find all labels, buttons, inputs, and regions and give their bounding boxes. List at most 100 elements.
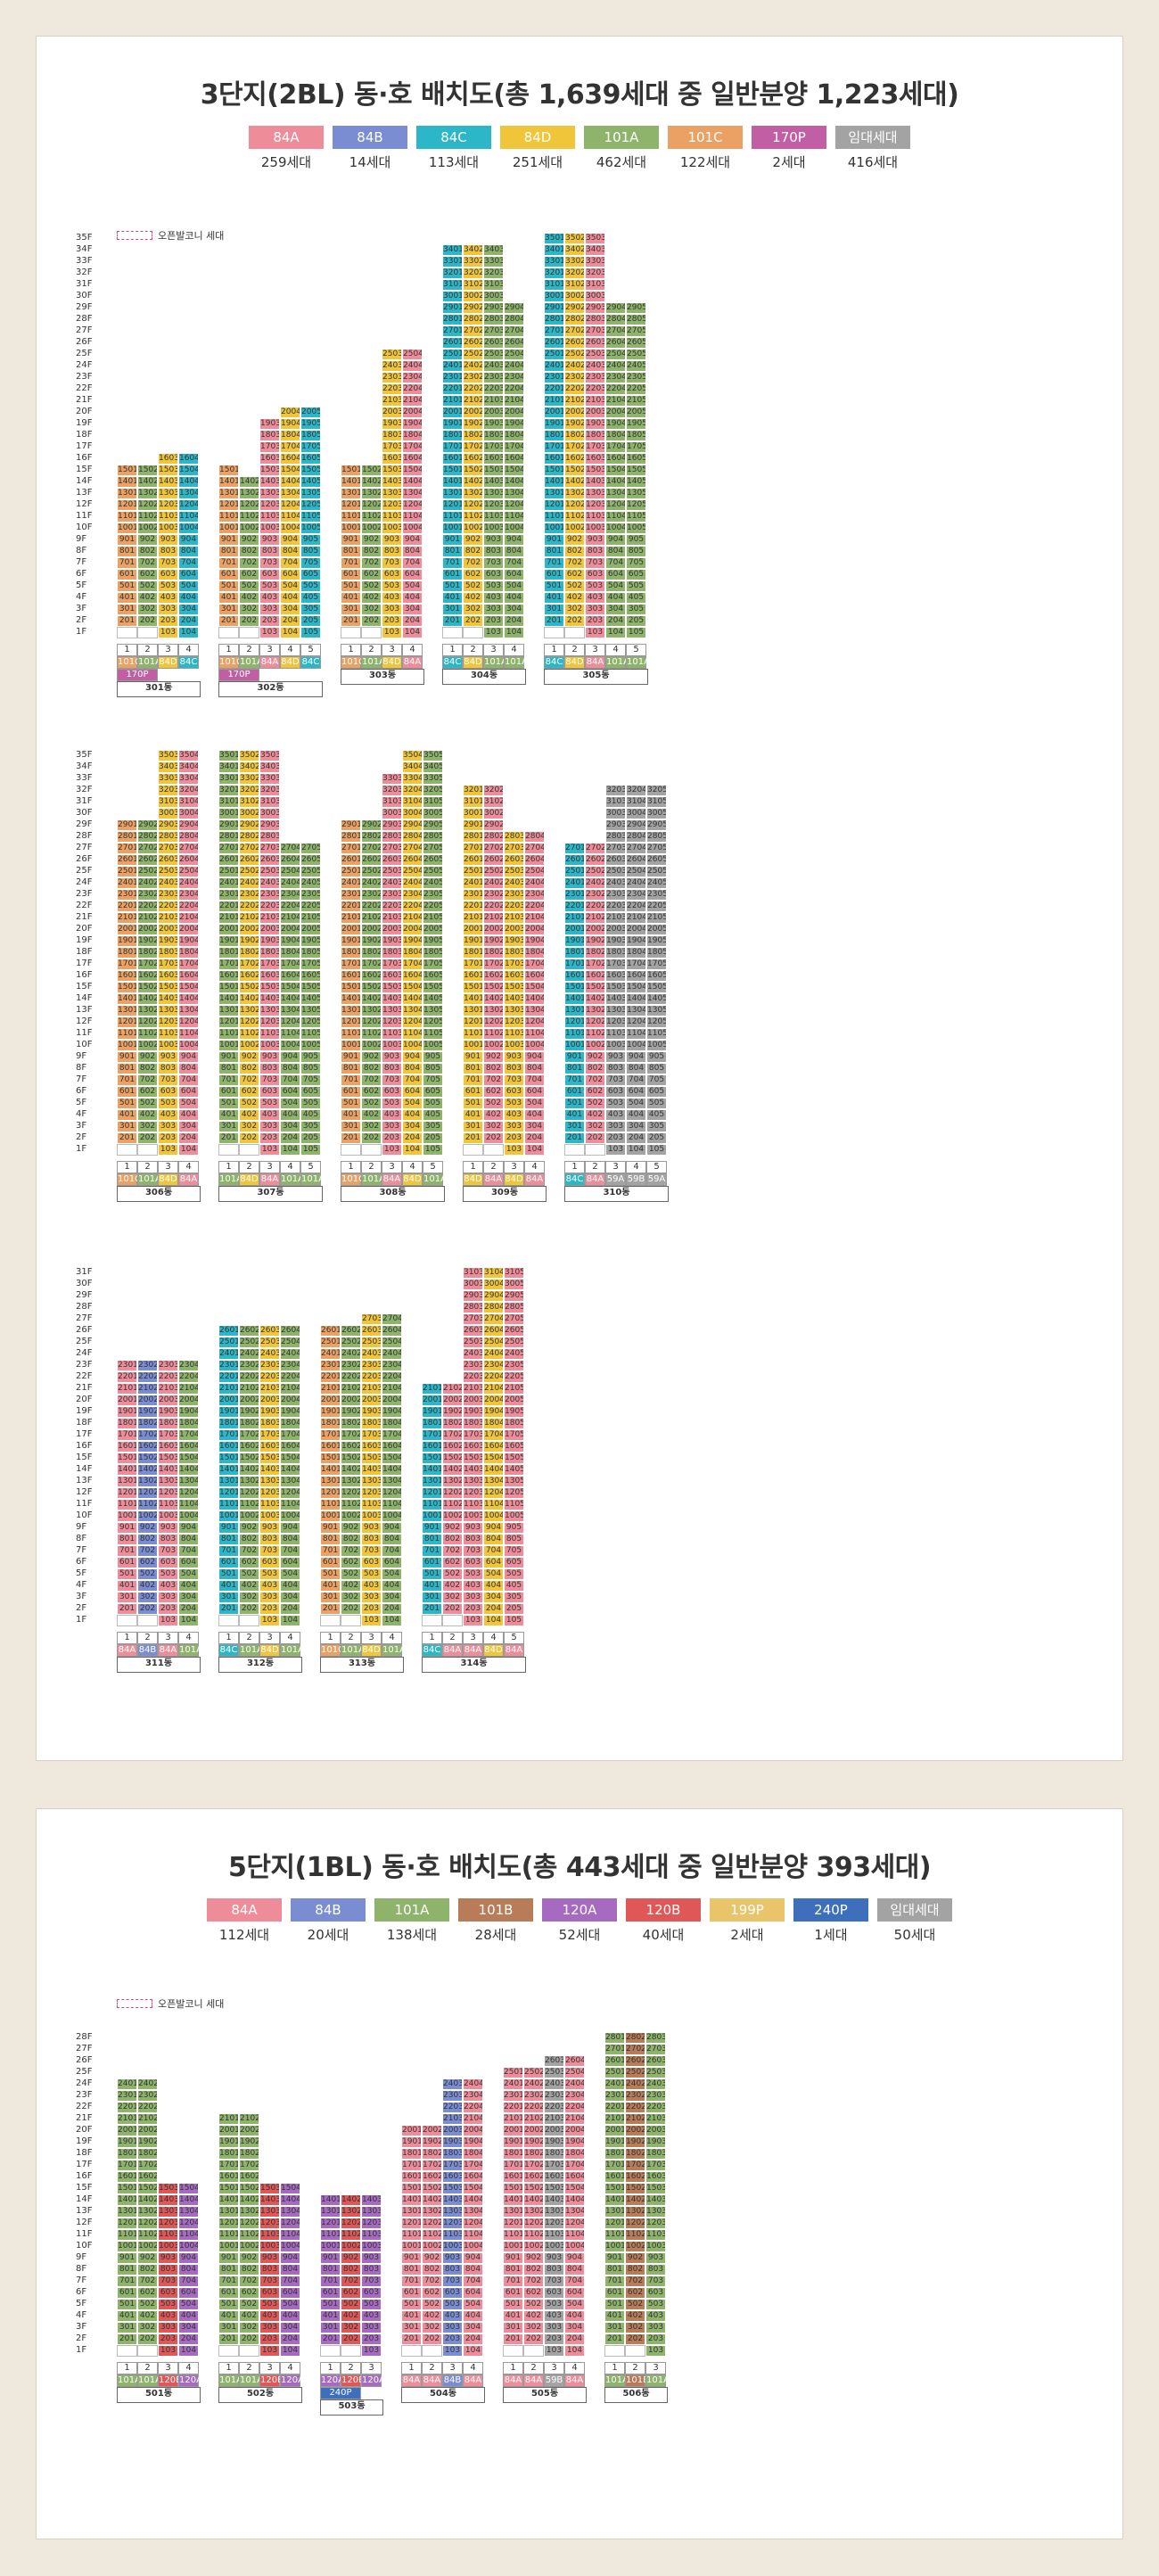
unit-cell: 704 xyxy=(402,1074,423,1086)
unit-cell: 1401 xyxy=(117,476,137,488)
unit-cell: 2003 xyxy=(645,2125,666,2136)
unit-cell: 1704 xyxy=(402,441,423,453)
unit-cell: 1404 xyxy=(483,1464,504,1476)
unit-cell: 1802 xyxy=(341,1418,361,1429)
unit-cell: 2201 xyxy=(544,383,564,395)
unit-cell: 503 xyxy=(645,2299,666,2310)
unit-cell: 2703 xyxy=(463,1313,483,1325)
unit-cell: 2004 xyxy=(280,1395,300,1406)
unit-cell: 2803 xyxy=(158,831,178,843)
unit-cell: 1604 xyxy=(626,970,646,982)
unit-cell: 1903 xyxy=(158,935,178,947)
legend-count: 416세대 xyxy=(847,154,899,170)
legend-chip: 120B xyxy=(626,1898,701,1922)
unit-cell: 503 xyxy=(483,580,504,592)
unit-cell: 1601 xyxy=(422,1441,442,1453)
unit-cell: 501 xyxy=(604,2299,625,2310)
unit-cell: 802 xyxy=(137,2264,158,2276)
floor-label: 21F xyxy=(76,1383,93,1393)
floor-label: 9F xyxy=(76,2252,87,2262)
floor-label: 1F xyxy=(76,627,87,637)
unit-cell: 1503 xyxy=(158,982,178,993)
unit-cell: 301 xyxy=(503,2322,523,2333)
floor-label: 18F xyxy=(76,1418,93,1428)
unit-cell: 802 xyxy=(483,1063,504,1074)
floor-label: 14F xyxy=(76,2194,93,2204)
unit-cell: 303 xyxy=(361,1592,382,1603)
unit-cell: 1105 xyxy=(646,1028,667,1040)
unit-cell: 1001 xyxy=(401,2241,422,2252)
unit-cell: 2504 xyxy=(564,2067,585,2078)
floor-label: 23F xyxy=(76,372,93,382)
unit-cell: 1404 xyxy=(626,993,646,1005)
unit-cell: 2404 xyxy=(382,1348,402,1360)
unit-cell: 404 xyxy=(626,1109,646,1121)
unit-cell: 2702 xyxy=(463,325,483,337)
unit-types: 84C 101A 84D 101A xyxy=(218,1644,304,1657)
unit-cell: 1603 xyxy=(259,970,280,982)
unit-cell: 1401 xyxy=(117,2194,137,2206)
unit-cell: 603 xyxy=(158,569,178,580)
unit-cell: 1203 xyxy=(259,1016,280,1028)
unit-cell: 1803 xyxy=(442,2148,463,2160)
unit-cell: 1104 xyxy=(382,1499,402,1510)
unit-cell: 1103 xyxy=(504,1028,524,1040)
unit-cell: 403 xyxy=(585,592,605,604)
unit-cell: 1302 xyxy=(483,1005,504,1016)
unit-cell: 502 xyxy=(625,2299,645,2310)
unit-cell: 602 xyxy=(137,2287,158,2299)
unit-cell: 301 xyxy=(341,604,361,615)
unit-cell: 1502 xyxy=(442,1453,463,1464)
unit-cell: 1404 xyxy=(280,993,300,1005)
building-base: 1 2 3 101A 101B 101A 506동 xyxy=(604,2362,670,2403)
unit-cell: 1404 xyxy=(463,2194,483,2206)
unit-cell: 803 xyxy=(361,1534,382,1545)
unit-cell: 504 xyxy=(280,1568,300,1580)
unit-cell: 3203 xyxy=(382,785,402,796)
unit-cell: 603 xyxy=(259,1086,280,1098)
unit-cell xyxy=(218,627,239,638)
unit-cell: 905 xyxy=(504,1522,524,1534)
building-name: 308동 xyxy=(341,1186,445,1202)
unit-cell: 903 xyxy=(361,2252,382,2264)
unit-cell: 2303 xyxy=(463,1360,483,1371)
unit-cell: 2401 xyxy=(463,877,483,889)
unit-cell: 3505 xyxy=(423,750,443,761)
unit-cell: 402 xyxy=(422,2310,442,2322)
unit-cell: 2401 xyxy=(320,1348,341,1360)
open-balcony-label: 오픈발코니 세대 xyxy=(158,1998,225,2010)
unit-cell: 1901 xyxy=(117,935,137,947)
unit-cell: 104 xyxy=(402,1144,423,1156)
unit-cell: 501 xyxy=(320,2299,341,2310)
unit-cell: 905 xyxy=(423,1051,443,1063)
unit-type: 84A xyxy=(504,1644,524,1657)
unit-cell: 2402 xyxy=(239,877,259,889)
unit-cell xyxy=(117,1144,137,1156)
unit-cell: 2703 xyxy=(259,843,280,854)
unit-cell: 303 xyxy=(645,2322,666,2333)
unit-cell: 1302 xyxy=(442,1476,463,1487)
unit-cell: 204 xyxy=(463,2333,483,2345)
unit-cell: 904 xyxy=(626,1051,646,1063)
unit-cell: 1902 xyxy=(625,2136,645,2148)
line-number: 3 xyxy=(259,1632,280,1644)
unit-cell: 2503 xyxy=(463,1337,483,1348)
unit-cell: 1802 xyxy=(137,1418,158,1429)
unit-cell: 503 xyxy=(259,1098,280,1109)
unit-cell: 1105 xyxy=(300,1028,321,1040)
unit-cell: 205 xyxy=(300,615,321,627)
unit-cell: 1702 xyxy=(137,2160,158,2171)
unit-cell: 2103 xyxy=(259,1383,280,1395)
unit-cell: 904 xyxy=(524,1051,545,1063)
unit-cell: 1603 xyxy=(158,453,178,465)
unit-type: 84B xyxy=(442,2374,463,2387)
unit-cell: 1002 xyxy=(239,2241,259,2252)
unit-cell: 901 xyxy=(218,2252,239,2264)
unit-type: 101A xyxy=(604,2374,629,2387)
floor-label: 19F xyxy=(76,935,93,945)
line-number: 1 xyxy=(544,644,564,656)
unit-cell: 405 xyxy=(300,1109,321,1121)
unit-cell: 2004 xyxy=(524,924,545,935)
building-base: 1 2 3 4 5 101C 101A 84A 84D 101A 308동 xyxy=(341,1161,447,1202)
